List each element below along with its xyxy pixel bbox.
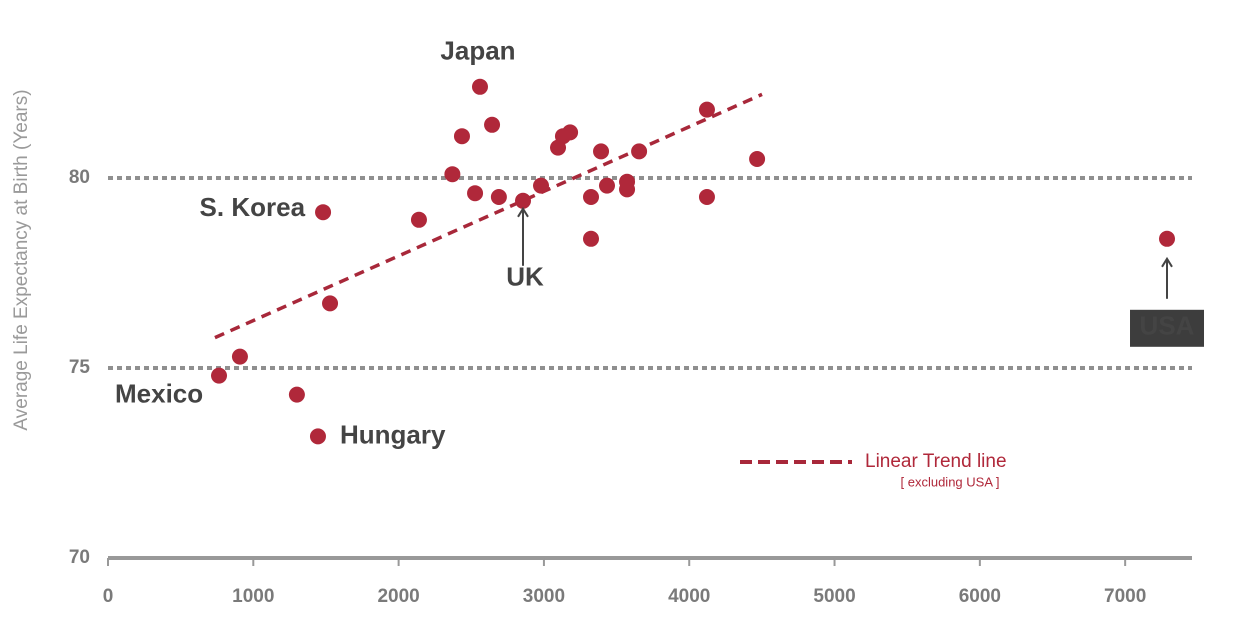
data-point (288, 386, 305, 403)
x-tick-label: 1000 (232, 586, 274, 607)
data-point (211, 367, 228, 384)
legend-label: Linear Trend line (865, 451, 1007, 472)
annotation: USA (1140, 311, 1195, 341)
data-point (583, 230, 600, 247)
data-point (619, 181, 636, 198)
data-point (315, 204, 332, 221)
data-point (490, 189, 507, 205)
annotation: Mexico (115, 378, 203, 408)
x-tick-label: 2000 (377, 586, 419, 607)
y-tick-label: 70 (69, 547, 90, 568)
annotation: Hungary (340, 419, 446, 449)
annotation-box (1130, 309, 1205, 347)
x-tick-label: 5000 (813, 586, 855, 607)
data-point (698, 101, 715, 118)
data-point (598, 177, 615, 194)
data-point (515, 192, 532, 209)
annotation: UK (506, 262, 544, 292)
data-point (484, 116, 501, 133)
data-point (749, 151, 766, 167)
x-tick-label: 7000 (1104, 586, 1146, 607)
x-tick-label: 0 (103, 586, 114, 607)
legend-note: [ excluding USA ] (901, 474, 1000, 489)
x-tick-label: 4000 (668, 586, 710, 607)
x-tick-label: 3000 (523, 586, 565, 607)
data-point (444, 166, 461, 183)
data-point (322, 295, 339, 312)
data-point (593, 143, 610, 160)
y-tick-label: 80 (69, 167, 90, 188)
data-point (471, 78, 488, 95)
x-tick-label: 6000 (959, 586, 1001, 607)
data-point (467, 185, 484, 202)
annotation: S. Korea (200, 192, 306, 222)
data-point (410, 211, 427, 228)
y-axis-label: Average Life Expectancy at Birth (Years) (11, 89, 32, 430)
data-point (231, 348, 248, 365)
data-point (453, 128, 470, 145)
data-point (533, 177, 550, 194)
annotation: Japan (440, 36, 515, 66)
data-point (583, 189, 600, 205)
data-point (1159, 230, 1176, 247)
data-point (562, 124, 579, 141)
trend-line (214, 92, 763, 340)
data-point (631, 143, 648, 160)
y-tick-label: 75 (69, 357, 91, 378)
data-point (698, 189, 715, 205)
arrow-head (517, 206, 529, 218)
arrow-head (1161, 256, 1173, 268)
data-point (309, 428, 326, 445)
